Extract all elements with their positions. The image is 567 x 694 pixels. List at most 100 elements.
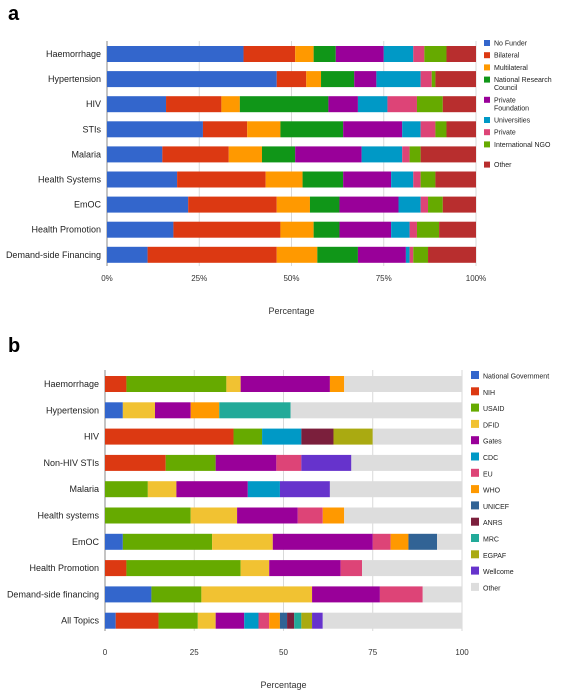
- bar-segment: [344, 507, 462, 524]
- legend-item: WHO: [471, 485, 501, 495]
- bar-segment: [362, 560, 462, 577]
- category-label: Haemorrhage: [44, 379, 99, 389]
- bar-segment: [105, 612, 116, 629]
- bar-segment: [228, 146, 262, 163]
- bar-segment: [387, 96, 417, 113]
- bar-segment: [329, 376, 345, 392]
- legend-swatch: [484, 64, 490, 71]
- legend-label: Other: [494, 162, 512, 169]
- legend-label: NIH: [483, 390, 495, 397]
- bar-segment: [322, 612, 462, 629]
- bar-segment: [420, 121, 436, 138]
- bar-segment: [154, 402, 191, 419]
- bar-row: [107, 246, 476, 263]
- legend-swatch: [471, 403, 479, 412]
- bar-segment: [302, 171, 344, 188]
- bar-segment: [115, 612, 159, 629]
- legend-label: National Research Council: [494, 77, 552, 92]
- bar-row: [107, 71, 476, 88]
- bar-segment: [408, 533, 438, 550]
- bar-segment: [107, 171, 178, 188]
- bar-segment: [105, 507, 191, 524]
- bar-segment: [219, 402, 291, 419]
- bar-segment: [197, 612, 216, 629]
- bar-segment: [165, 454, 216, 471]
- legend-label: Private Foundation: [494, 97, 529, 112]
- bar-row: [105, 560, 462, 577]
- bar-segment: [301, 612, 313, 629]
- bar-row: [105, 376, 462, 392]
- bar-row: [107, 46, 476, 62]
- bar-segment: [422, 586, 462, 603]
- bar-segment: [226, 376, 241, 392]
- legend-label: Gates: [483, 439, 502, 446]
- bar-segment: [391, 171, 414, 188]
- bar-segment: [105, 428, 234, 445]
- bar-segment: [420, 171, 436, 188]
- tick-label: 25%: [191, 274, 207, 283]
- legend-item: Private: [484, 129, 516, 137]
- bar-segment: [409, 221, 417, 238]
- bar-segment: [442, 96, 476, 113]
- bar-segment: [221, 96, 240, 113]
- bar-segment: [390, 533, 409, 550]
- bar-segment: [295, 46, 314, 62]
- tick-label: 25: [190, 648, 199, 657]
- legend-label: Multilateral: [494, 65, 528, 72]
- legend-label: UNICEF: [483, 504, 509, 511]
- bar-segment: [416, 221, 440, 238]
- bar-segment: [357, 96, 388, 113]
- bar-segment: [272, 533, 373, 550]
- legend-item: DFID: [471, 419, 499, 429]
- bar-segment: [105, 481, 148, 498]
- bar-segment: [173, 221, 281, 238]
- legend-item: EGPAF: [471, 550, 506, 560]
- legend-swatch: [484, 117, 490, 123]
- bar-segment: [290, 402, 462, 419]
- legend-label: MRC: [483, 537, 499, 544]
- bar-segment: [413, 171, 421, 188]
- bar-segment: [343, 121, 403, 138]
- legend-label: DFID: [483, 422, 499, 429]
- bar-segment: [201, 586, 313, 603]
- bar-segment: [442, 196, 476, 213]
- legend-item: Gates: [471, 436, 502, 446]
- legend-label: Private: [494, 130, 516, 137]
- bar-segment: [105, 402, 123, 419]
- tick-label: 75%: [376, 274, 392, 283]
- bar-segment: [402, 146, 410, 163]
- category-label: EmOC: [72, 537, 100, 547]
- category-label: Health Promotion: [29, 563, 99, 573]
- bar-segment: [446, 121, 476, 138]
- bar-segment: [409, 246, 414, 263]
- legend-swatch: [471, 534, 479, 542]
- bar-segment: [262, 428, 302, 445]
- legend-item: UNICEF: [471, 501, 509, 511]
- bar-segment: [287, 612, 295, 629]
- legend-swatch: [471, 485, 479, 494]
- bar-segment: [435, 71, 476, 88]
- bar-segment: [237, 507, 298, 524]
- category-label: HIV: [84, 432, 99, 442]
- bar-segment: [105, 586, 152, 603]
- legend-swatch: [484, 161, 490, 168]
- chart-panel-a: a Haemorrhage Hypertension HIV STIs Malaria He…: [6, 3, 552, 316]
- legend-label: CDC: [483, 455, 498, 462]
- bar-segment: [295, 146, 362, 163]
- bar-segment: [413, 246, 429, 263]
- bar-segment: [391, 221, 410, 238]
- legend-swatch: [484, 52, 490, 59]
- legend-item: Other: [471, 582, 501, 592]
- bar-segment: [312, 612, 323, 629]
- category-label: Malaria: [71, 149, 101, 159]
- legend-item: USAID: [471, 403, 504, 413]
- bar-segment: [344, 376, 462, 392]
- bar-segment: [126, 560, 241, 577]
- bar-segment: [312, 586, 380, 603]
- legend-label: International NGO: [494, 142, 551, 149]
- x-axis-title: Percentage: [268, 306, 314, 316]
- legend-label: No Funder: [494, 41, 528, 48]
- bar-segment: [105, 560, 127, 577]
- bar-segment: [162, 146, 229, 163]
- bar-segment: [294, 612, 302, 629]
